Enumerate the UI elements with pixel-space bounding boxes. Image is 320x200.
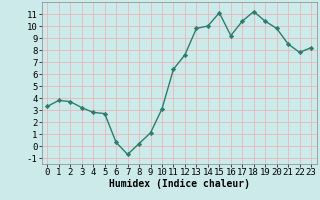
X-axis label: Humidex (Indice chaleur): Humidex (Indice chaleur) bbox=[109, 179, 250, 189]
